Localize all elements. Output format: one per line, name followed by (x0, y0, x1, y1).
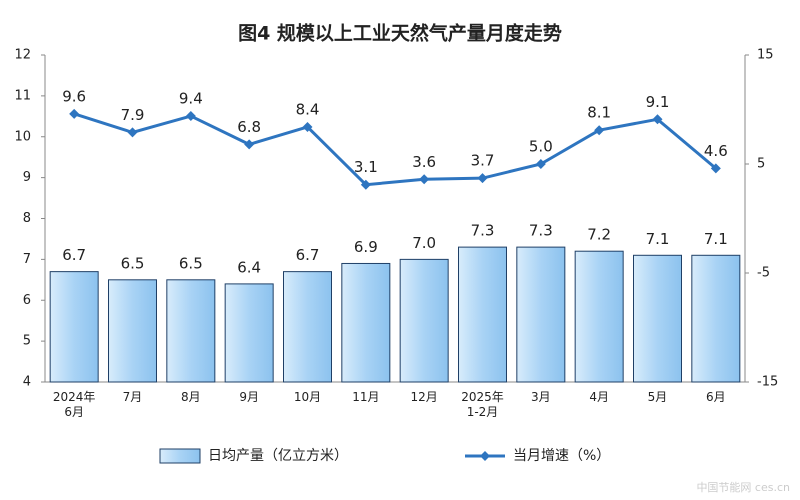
x-tick-label: 12月 (410, 390, 438, 404)
y2-tick-label: -15 (757, 375, 778, 390)
y2-tick-label: 15 (757, 48, 774, 63)
y-tick-label: 8 (23, 211, 31, 226)
line-marker (594, 125, 605, 136)
bar (166, 279, 216, 383)
line-label: 7.9 (121, 106, 145, 124)
y-tick-label: 6 (23, 293, 31, 308)
line-label: 8.4 (296, 100, 320, 118)
x-tick-label: 7月 (122, 390, 143, 404)
bar-label: 7.1 (646, 230, 670, 248)
bar-label: 6.7 (296, 246, 320, 264)
line-marker (535, 159, 546, 169)
line-marker (419, 174, 430, 185)
y-tick-label: 9 (23, 170, 31, 185)
watermark: 中国节能网 ces.cn (696, 480, 790, 494)
chart-title: 图4 规模以上工业天然气产量月度走势 (238, 22, 562, 45)
y-tick-label: 4 (23, 375, 31, 390)
bar (458, 246, 507, 383)
legend-label: 日均产量（亿立方米） (208, 448, 348, 464)
bar-label: 7.0 (412, 234, 436, 252)
line-label: 3.6 (412, 153, 436, 171)
line-marker (185, 111, 196, 122)
legend-marker (480, 451, 490, 461)
bar (49, 271, 99, 383)
bar (108, 279, 157, 383)
bar (341, 262, 391, 383)
bar (283, 271, 332, 383)
x-tick-label: 9月 (239, 390, 259, 404)
x-tick-label: 5月 (647, 390, 668, 404)
bar (224, 283, 274, 383)
line-label: 4.6 (704, 142, 728, 160)
bar-label: 6.9 (354, 238, 378, 256)
line-marker (244, 139, 255, 150)
x-tick-label: 2024年 6月 (52, 390, 96, 419)
line-marker (69, 108, 80, 119)
line-label: 9.4 (179, 90, 203, 108)
x-tick-label: 4月 (589, 390, 609, 404)
line-marker (710, 163, 721, 174)
line-marker (127, 127, 138, 138)
x-tick-label: 2025年 1-2月 (461, 390, 504, 419)
bar (574, 250, 624, 383)
bar (516, 246, 566, 383)
y-tick-label: 12 (14, 48, 31, 63)
y-tick-label: 7 (23, 252, 31, 267)
line-label: 5.0 (529, 138, 553, 156)
bar (399, 258, 449, 383)
line-label: 9.1 (646, 93, 670, 111)
line-label: 6.8 (237, 118, 261, 136)
bar-label: 7.3 (529, 222, 553, 240)
bar-label: 6.5 (121, 254, 145, 272)
x-tick-label: 3月 (531, 390, 551, 404)
bar-label: 7.2 (587, 226, 611, 244)
bar-label: 7.1 (704, 230, 728, 248)
y2-tick-label: 5 (757, 157, 765, 172)
line-label: 3.7 (471, 152, 495, 170)
legend-label: 当月增速（%） (513, 448, 610, 464)
line-marker (652, 114, 663, 125)
y2-tick-label: -5 (757, 266, 770, 281)
line (73, 112, 717, 187)
bar (691, 254, 741, 383)
bar-label: 6.4 (237, 258, 261, 276)
legend-swatch (159, 448, 201, 464)
y-tick-label: 11 (14, 88, 31, 103)
x-tick-label: 10月 (293, 390, 322, 404)
y-tick-label: 10 (14, 129, 31, 144)
line-marker (477, 173, 488, 184)
x-tick-label: 11月 (352, 390, 380, 404)
y-tick-label: 5 (23, 334, 31, 349)
line-label: 3.1 (354, 158, 378, 176)
line-marker (360, 179, 371, 190)
line-marker (302, 121, 313, 132)
line-label: 9.6 (62, 87, 86, 105)
line-label: 8.1 (587, 104, 611, 122)
x-tick-label: 8月 (181, 390, 201, 404)
bar-label: 6.7 (62, 246, 86, 264)
bar (633, 254, 682, 383)
bar-label: 7.3 (471, 222, 495, 240)
bar-label: 6.5 (179, 254, 203, 272)
x-tick-label: 6月 (706, 390, 726, 404)
